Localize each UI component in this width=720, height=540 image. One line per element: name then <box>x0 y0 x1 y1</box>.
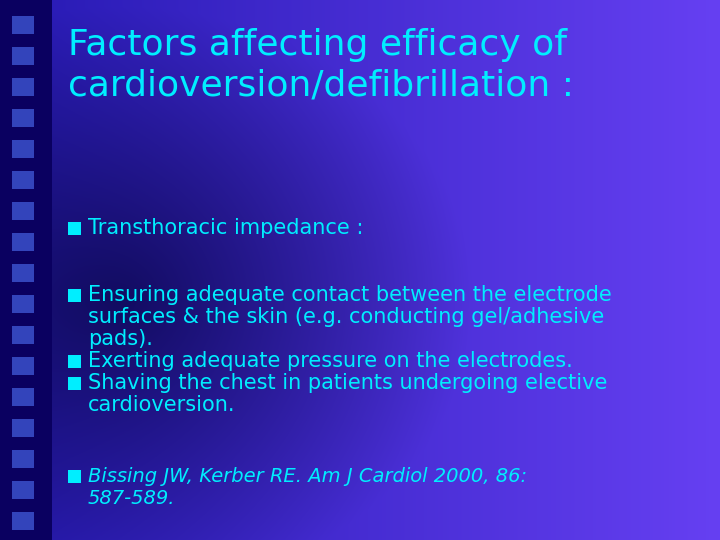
Text: Exerting adequate pressure on the electrodes.: Exerting adequate pressure on the electr… <box>88 351 572 371</box>
Bar <box>68 377 81 390</box>
Bar <box>12 171 34 189</box>
Bar <box>12 202 34 220</box>
Bar <box>0 0 52 540</box>
Bar <box>12 326 34 344</box>
Text: Ensuring adequate contact between the electrode: Ensuring adequate contact between the el… <box>88 285 612 305</box>
Bar <box>12 450 34 468</box>
Bar <box>12 109 34 127</box>
Bar <box>12 140 34 158</box>
Bar <box>12 78 34 96</box>
Bar <box>12 16 34 34</box>
Bar <box>12 481 34 499</box>
Bar <box>12 512 34 530</box>
Bar <box>12 264 34 282</box>
Bar <box>68 355 81 368</box>
Bar <box>12 233 34 251</box>
Bar <box>12 419 34 437</box>
Text: Bissing JW, Kerber RE. Am J Cardiol 2000, 86:: Bissing JW, Kerber RE. Am J Cardiol 2000… <box>88 467 527 485</box>
Bar <box>68 222 81 235</box>
Text: Transthoracic impedance :: Transthoracic impedance : <box>88 218 364 238</box>
Bar <box>12 357 34 375</box>
Text: cardioversion.: cardioversion. <box>88 395 235 415</box>
Text: 587-589.: 587-589. <box>88 489 176 508</box>
Text: Shaving the chest in patients undergoing elective: Shaving the chest in patients undergoing… <box>88 373 608 393</box>
Bar <box>68 289 81 302</box>
Bar <box>12 47 34 65</box>
Bar <box>12 295 34 313</box>
Text: pads).: pads). <box>88 329 153 349</box>
Bar <box>68 470 81 483</box>
Text: Factors affecting efficacy of
cardioversion/defibrillation :: Factors affecting efficacy of cardiovers… <box>68 28 574 103</box>
Text: surfaces & the skin (e.g. conducting gel/adhesive: surfaces & the skin (e.g. conducting gel… <box>88 307 604 327</box>
Bar <box>12 388 34 406</box>
